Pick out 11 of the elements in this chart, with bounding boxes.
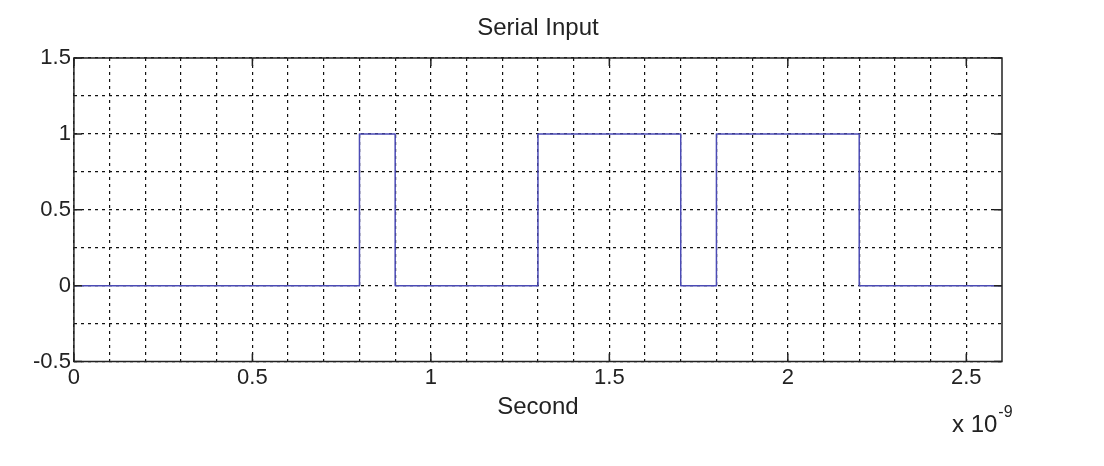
- x-tick-label: 2: [781, 363, 794, 389]
- y-tick-label: 0: [58, 271, 71, 297]
- x-tick-label: 2.5: [951, 363, 982, 389]
- chart-title: Serial Input: [477, 12, 599, 40]
- y-tick-label: 0.5: [40, 195, 71, 221]
- y-tick-label: 1: [58, 119, 71, 145]
- y-tick-label: 1.5: [40, 44, 71, 70]
- x-tick-label: 1: [424, 363, 437, 389]
- x-axis-title: Second: [497, 391, 579, 419]
- x-tick-label: 1.5: [594, 363, 625, 389]
- x-tick-label: 0.5: [237, 363, 268, 389]
